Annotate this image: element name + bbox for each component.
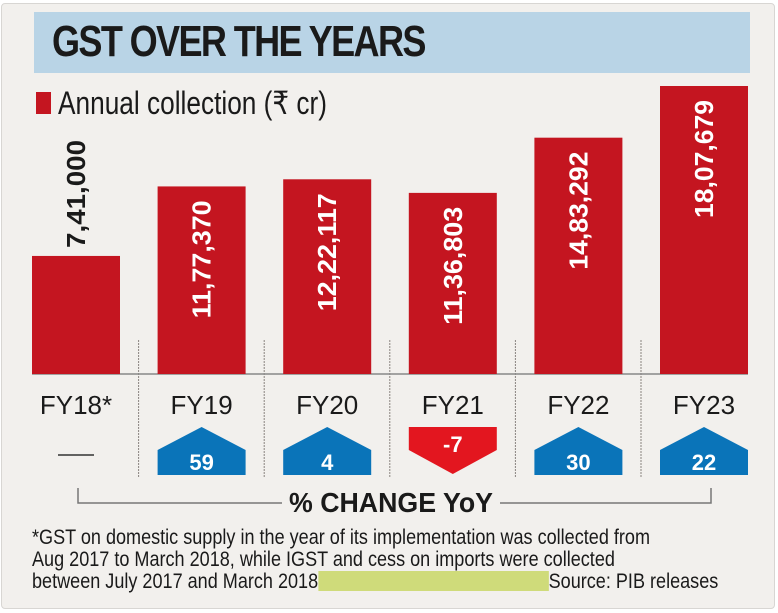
bar-value-label: 18,07,679 [689,100,719,218]
yoy-up-badge [157,427,246,475]
category-label: FY19 [171,390,233,420]
infographic-card: GST OVER THE YEARS Annual collection (₹ … [1,3,775,609]
legend-swatch [36,92,51,114]
footnote-line-2: Aug 2017 to March 2018, while IGST and c… [32,548,615,571]
yoy-value: 4 [321,450,334,475]
bar-value-label: 14,83,292 [563,152,593,270]
bar-fy22 [534,137,623,374]
bar-value-label: 7,41,000 [61,140,91,248]
footnote-line-1: *GST on domestic supply in the year of i… [32,526,651,549]
bar-value-label: 12,22,117 [312,193,342,311]
category-label: FY18* [40,390,112,420]
yoy-value: 22 [692,450,716,475]
category-label: FY23 [673,390,735,420]
footnote-line-3: between July 2017 and March 2018 Source: … [32,571,718,593]
bar-fy18 [32,255,120,374]
category-label: FY21 [422,390,484,420]
bar-fy20 [283,179,372,374]
bar-fy23 [660,86,748,374]
yoy-value: 30 [566,450,590,475]
yoy-axis-label: % CHANGE YoY [289,487,493,518]
source-label: Source: PIB releases [548,570,719,593]
footnote-line-3-text: between July 2017 and March 2018 [32,570,319,593]
category-label: FY22 [547,390,609,420]
yoy-up-badge [534,427,623,475]
yoy-value: -7 [443,432,463,457]
bar-value-label: 11,36,803 [438,207,468,325]
chart-title: GST OVER THE YEARS [52,17,426,66]
bracket-left [77,488,282,504]
bar-value-label: 11,77,370 [187,200,217,318]
category-label: FY20 [296,390,358,420]
bracket-right [500,488,712,504]
yoy-up-badge [283,427,372,475]
title-band: GST OVER THE YEARS [34,12,750,73]
bar-fy21 [408,192,497,374]
yoy-value: 59 [189,450,213,475]
footnote: *GST on domestic supply in the year of i… [32,527,718,593]
legend-label: Annual collection (₹ cr) [58,85,327,121]
bar-fy19 [157,186,246,374]
redacted-highlight [318,571,549,591]
yoy-down-badge [408,427,497,474]
yoy-up-badge [660,427,748,475]
